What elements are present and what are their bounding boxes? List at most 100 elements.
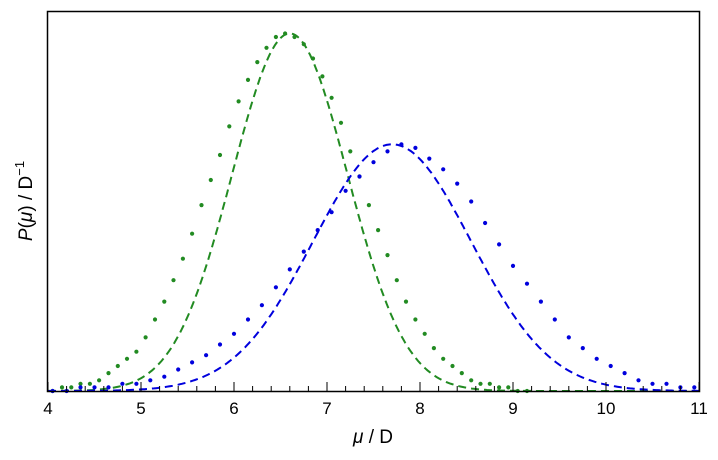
data-point bbox=[385, 253, 390, 258]
data-point bbox=[180, 256, 185, 261]
x-ticks: 4 5 6 7 8 9 10 11 bbox=[43, 382, 708, 418]
series-1 bbox=[48, 31, 699, 394]
data-point bbox=[199, 203, 204, 208]
data-point bbox=[343, 188, 348, 193]
data-point bbox=[366, 203, 371, 208]
data-point bbox=[329, 210, 334, 215]
data-point bbox=[208, 177, 213, 183]
data-point bbox=[376, 228, 381, 233]
data-point bbox=[115, 363, 120, 369]
x-tick-label: 10 bbox=[597, 399, 616, 418]
data-point bbox=[124, 356, 130, 361]
data-point bbox=[441, 167, 446, 172]
data-point bbox=[264, 45, 269, 50]
x-tick-label: 5 bbox=[136, 399, 145, 418]
x-tick-label: 4 bbox=[43, 399, 52, 418]
data-point bbox=[441, 356, 446, 361]
data-point bbox=[664, 381, 669, 386]
data-point bbox=[245, 77, 251, 82]
data-point bbox=[78, 381, 83, 386]
data-point bbox=[329, 95, 334, 100]
data-point bbox=[106, 385, 111, 390]
data-point bbox=[497, 385, 502, 390]
data-point bbox=[566, 335, 571, 340]
data-point bbox=[273, 34, 278, 40]
x-tick-label: 6 bbox=[229, 399, 238, 418]
data-point bbox=[231, 331, 237, 336]
data-point bbox=[413, 317, 418, 322]
data-point bbox=[92, 385, 97, 390]
data-point bbox=[483, 220, 488, 226]
data-point bbox=[259, 303, 264, 308]
data-point bbox=[97, 378, 102, 383]
data-point bbox=[450, 363, 455, 369]
data-point bbox=[273, 285, 278, 290]
y-axis-label: P(μ) / D−1 bbox=[12, 161, 37, 241]
data-point bbox=[283, 31, 288, 36]
plot-frame bbox=[46, 10, 701, 393]
data-point bbox=[524, 281, 530, 286]
data-point bbox=[431, 346, 436, 351]
data-point bbox=[287, 267, 292, 272]
data-point bbox=[399, 142, 404, 147]
data-point bbox=[394, 278, 399, 283]
data-point bbox=[310, 56, 316, 61]
data-point bbox=[497, 242, 502, 247]
data-point bbox=[692, 385, 697, 390]
data-point bbox=[455, 181, 460, 186]
x-tick-label: 9 bbox=[508, 399, 517, 418]
data-point bbox=[608, 363, 613, 369]
data-point bbox=[469, 199, 474, 204]
data-point bbox=[204, 353, 209, 358]
data-point bbox=[176, 367, 181, 372]
data-point bbox=[148, 378, 153, 383]
data-point bbox=[338, 120, 344, 125]
data-point bbox=[594, 356, 599, 361]
data-point bbox=[636, 378, 641, 383]
data-point bbox=[510, 263, 516, 268]
data-point bbox=[78, 385, 83, 390]
data-point bbox=[506, 385, 511, 390]
data-point bbox=[292, 34, 297, 40]
data-point bbox=[427, 156, 432, 161]
data-point bbox=[478, 381, 483, 386]
data-point bbox=[217, 342, 223, 347]
fit-curve-2 bbox=[48, 143, 699, 392]
data-point bbox=[301, 42, 306, 47]
data-point bbox=[301, 249, 306, 254]
data-point bbox=[245, 317, 251, 322]
data-point bbox=[236, 99, 241, 104]
series-layer bbox=[48, 31, 699, 394]
data-point bbox=[552, 317, 557, 322]
data-point bbox=[134, 349, 139, 354]
data-point bbox=[255, 60, 260, 65]
data-point bbox=[371, 160, 376, 165]
x-tick-label: 7 bbox=[322, 399, 331, 418]
data-point bbox=[162, 299, 167, 304]
data-point bbox=[227, 124, 232, 129]
data-point bbox=[385, 149, 390, 154]
data-point bbox=[152, 317, 158, 322]
data-point bbox=[217, 152, 223, 158]
data-point bbox=[650, 381, 655, 386]
data-point bbox=[134, 381, 139, 386]
data-point bbox=[469, 378, 474, 383]
data-point bbox=[357, 174, 362, 179]
data-point bbox=[459, 371, 464, 376]
data-point bbox=[59, 385, 65, 390]
data-point bbox=[622, 371, 627, 376]
data-point bbox=[315, 228, 320, 233]
x-axis-label: μ / D bbox=[352, 427, 393, 448]
data-point bbox=[320, 74, 325, 79]
data-point bbox=[538, 299, 544, 304]
data-point bbox=[413, 145, 418, 150]
data-point bbox=[580, 346, 585, 351]
data-point bbox=[190, 360, 195, 365]
data-point bbox=[162, 374, 167, 379]
data-point bbox=[403, 299, 409, 304]
data-point bbox=[106, 371, 111, 376]
data-point bbox=[143, 335, 148, 340]
data-point bbox=[87, 381, 92, 386]
